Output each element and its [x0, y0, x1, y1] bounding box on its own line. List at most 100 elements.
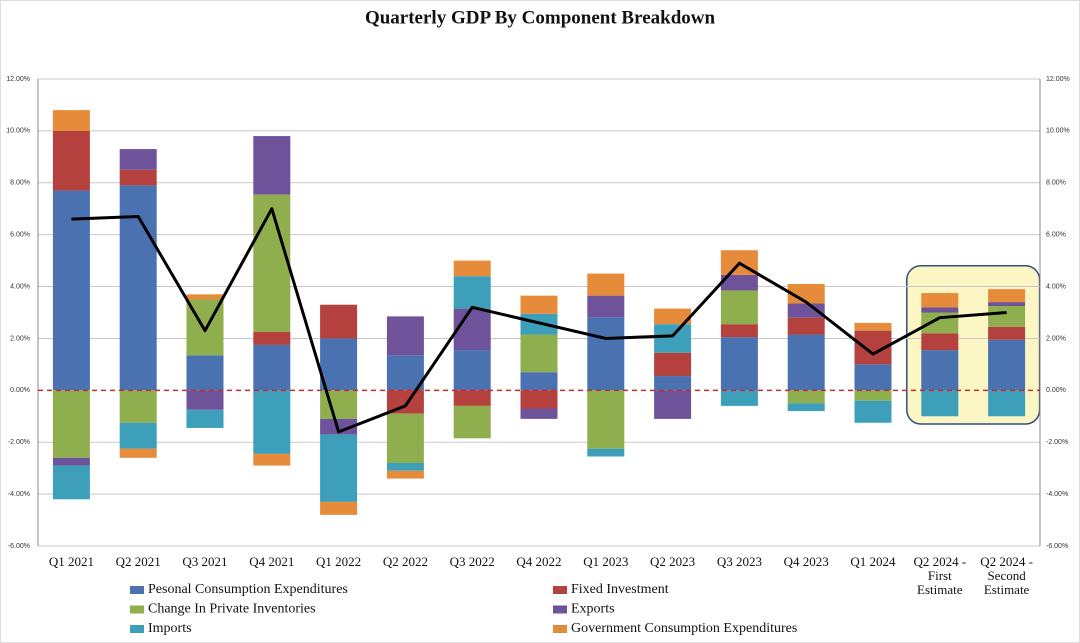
- bar-segment: [52, 457, 90, 466]
- bar-segment: [654, 324, 692, 353]
- bar-segment: [320, 304, 358, 339]
- x-tick-label: Q3 2021: [182, 554, 227, 569]
- y2-tick-label: -2.00%: [1046, 439, 1068, 446]
- bar-segment: [921, 307, 959, 313]
- x-tick-label: Q1 2023: [583, 554, 628, 569]
- x-tick-label-line: Second: [987, 568, 1026, 583]
- chart-title: Quarterly GDP By Component Breakdown: [365, 7, 716, 28]
- legend-label: Imports: [148, 621, 192, 636]
- bar-segment: [253, 194, 291, 332]
- bar-segment: [520, 390, 558, 409]
- legend-swatch: [130, 586, 144, 594]
- bar-segment: [587, 295, 625, 318]
- y2-tick-label: 2.00%: [1046, 335, 1066, 342]
- x-tick-label: Q2 2021: [116, 554, 161, 569]
- y-tick-label: 2.00%: [10, 335, 30, 342]
- bar-segment: [52, 110, 90, 131]
- bar-segment: [386, 470, 424, 479]
- bar-segment: [921, 350, 959, 391]
- bar-segment: [988, 339, 1026, 391]
- bar-segment: [654, 390, 692, 419]
- bar-segment: [988, 326, 1026, 340]
- legend-swatch: [130, 605, 144, 614]
- bar-segment: [720, 390, 758, 406]
- bar-segment: [453, 405, 491, 439]
- y-tick-label: 12.00%: [6, 76, 30, 83]
- bar-segment: [119, 422, 157, 449]
- bar-segment: [854, 322, 892, 331]
- y-tick-label: 8.00%: [10, 180, 30, 187]
- legend-label: Government Consumption Expenditures: [571, 621, 797, 636]
- x-tick-label: Q1 2021: [49, 554, 94, 569]
- bar-segment: [253, 136, 291, 195]
- bar-segment: [520, 334, 558, 373]
- bar-segment: [654, 308, 692, 325]
- bar-segment: [587, 390, 625, 449]
- bar-segment: [988, 390, 1026, 417]
- bar-segment: [52, 390, 90, 458]
- legend-label: Change In Private Inventories: [148, 602, 316, 617]
- x-tick-label: Q4 2022: [516, 554, 561, 569]
- x-tick-label: Q4 2021: [249, 554, 294, 569]
- bar-segment: [453, 390, 491, 406]
- y-tick-label: 10.00%: [6, 128, 30, 135]
- y2-tick-label: -6.00%: [1046, 543, 1068, 550]
- bar-segment: [253, 453, 291, 466]
- bar-segment: [253, 344, 291, 391]
- y2-tick-label: 4.00%: [1046, 283, 1066, 290]
- legend-swatch: [553, 586, 567, 594]
- bar-segment: [720, 324, 758, 338]
- bar-segment: [720, 274, 758, 291]
- y-tick-label: 4.00%: [10, 283, 30, 290]
- gdp-line: [71, 207, 1007, 434]
- x-tick-label: Q1 2024: [850, 554, 896, 569]
- bar-segment: [453, 276, 491, 309]
- bar-segment: [119, 390, 157, 423]
- bar-segment: [587, 448, 625, 457]
- bar-segment: [320, 390, 358, 419]
- bar-segment: [253, 390, 291, 454]
- legend-label: Exports: [571, 602, 615, 617]
- y2-tick-label: -4.00%: [1046, 491, 1068, 498]
- bar-segment: [453, 350, 491, 391]
- legend-swatch: [553, 625, 567, 633]
- bar-segment: [186, 355, 224, 391]
- legend-label: Pesonal Consumption Expenditures: [148, 582, 348, 597]
- bar-segment: [520, 295, 558, 314]
- bar-segment: [720, 337, 758, 391]
- y-tick-label: 0.00%: [10, 387, 30, 394]
- y2-tick-label: 0.00%: [1046, 387, 1066, 394]
- bar-segment: [921, 390, 959, 417]
- bar-segment: [186, 390, 224, 410]
- bar-segment: [921, 333, 959, 351]
- bar-segment: [186, 294, 224, 300]
- bar-segment: [520, 408, 558, 419]
- y2-tick-label: 12.00%: [1046, 76, 1070, 83]
- legend-swatch: [553, 605, 567, 614]
- bar-segment: [453, 308, 491, 351]
- bar-segment: [654, 376, 692, 391]
- bar-segment: [587, 273, 625, 296]
- x-tick-label: Q2 2023: [650, 554, 695, 569]
- x-tick-label: Q2 2024 -Second Estimate: [980, 554, 1033, 597]
- y2-tick-label: 6.00%: [1046, 232, 1066, 239]
- bar-segment: [119, 169, 157, 186]
- x-tick-label: Q1 2022: [316, 554, 361, 569]
- y-tick-label: 6.00%: [10, 232, 30, 239]
- bar-segment: [720, 290, 758, 325]
- y2-tick-label: 10.00%: [1046, 128, 1070, 135]
- bar-segment: [52, 190, 90, 391]
- bar-segment: [52, 465, 90, 500]
- x-tick-label: Q2 2022: [383, 554, 428, 569]
- bar-segment: [587, 317, 625, 391]
- bar-segment: [787, 283, 825, 304]
- bar-segment: [386, 390, 424, 414]
- bar-segment: [654, 352, 692, 377]
- x-tick-label-line: First: [928, 568, 952, 583]
- bar-segment: [186, 409, 224, 428]
- bar-segment: [787, 390, 825, 404]
- x-tick-label-line: Q2 2024 -: [913, 554, 966, 569]
- x-tick-label: Q3 2022: [450, 554, 495, 569]
- x-tick-label-line: Q2 2024 -: [980, 554, 1033, 569]
